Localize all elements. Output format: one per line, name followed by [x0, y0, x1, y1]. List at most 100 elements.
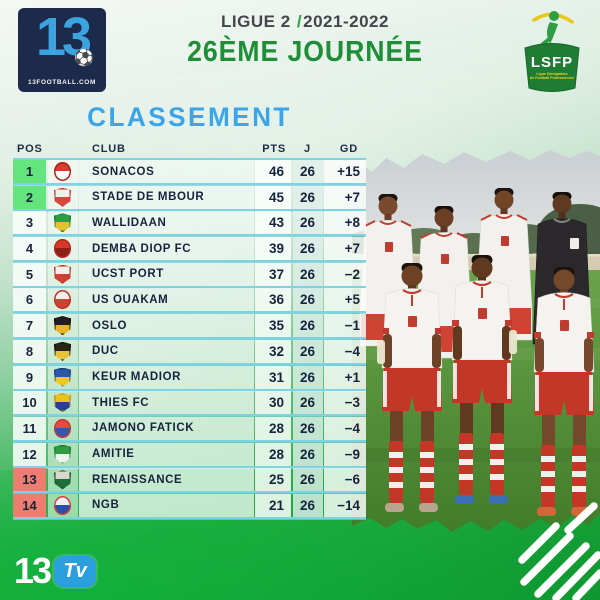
standings-title: CLASSEMENT: [87, 102, 292, 132]
table-row: 14 NGB 21 26 −14: [13, 493, 366, 517]
played-cell: 26: [292, 442, 323, 466]
league-season-line: LIGUE 2 /2021-2022: [120, 12, 490, 32]
col-header-club: CLUB: [92, 142, 126, 155]
rank-cell: 1: [13, 160, 46, 183]
crest-cell: [47, 493, 78, 517]
points-cell: 45: [255, 185, 291, 209]
points-cell: 25: [255, 468, 291, 492]
played-cell: 26: [292, 185, 323, 209]
played-cell: 26: [292, 339, 323, 363]
table-row: 13 RENAISSANCE 25 26 −6: [13, 468, 366, 492]
crest-cell: [47, 416, 78, 440]
table-row: 8 DUC 32 26 −4: [13, 339, 366, 363]
club-name-cell: THIES FC: [79, 391, 254, 415]
goal-diff-cell: −2: [324, 262, 366, 286]
points-cell: 32: [255, 339, 291, 363]
crest-cell: [47, 160, 78, 183]
points-cell: 36: [255, 288, 291, 312]
points-cell: 39: [255, 237, 291, 261]
goal-diff-cell: +15: [324, 160, 366, 183]
club-name-cell: WALLIDAAN: [79, 211, 254, 235]
player-front-3: [533, 267, 595, 516]
table-row: 3 WALLIDAAN 43 26 +8: [13, 211, 366, 235]
club-crest-icon: [54, 290, 71, 310]
table-row: 1 SONACOS 46 26 +15: [13, 160, 366, 183]
goal-diff-cell: +5: [324, 288, 366, 312]
col-header-j: J: [304, 142, 311, 155]
points-cell: 30: [255, 391, 291, 415]
points-cell: 35: [255, 314, 291, 338]
marker-stripes-decoration: [518, 502, 600, 600]
club-name-cell: DEMBA DIOP FC: [79, 237, 254, 261]
club-name-cell: US OUAKAM: [79, 288, 254, 312]
lsfp-abbr: LSFP: [530, 54, 574, 71]
table-body: 1 SONACOS 46 26 +15 2 STADE DE MBOUR 45 …: [13, 158, 366, 517]
logo-site-url: 13FOOTBALL.COM: [28, 79, 96, 86]
crest-cell: [47, 288, 78, 312]
table-row: 4 DEMBA DIOP FC 39 26 +7: [13, 237, 366, 261]
club-crest-icon: [54, 470, 71, 490]
played-cell: 26: [292, 468, 323, 492]
club-name-cell: NGB: [79, 493, 254, 517]
club-crest-icon: [54, 367, 71, 387]
lsfp-logo-graphic: [524, 11, 580, 92]
col-header-pos: POS: [17, 142, 43, 155]
goal-diff-cell: +1: [324, 365, 366, 389]
table-row: 10 THIES FC 30 26 −3: [13, 391, 366, 415]
goal-diff-cell: −6: [324, 468, 366, 492]
season: 2021-2022: [303, 12, 389, 31]
points-cell: 43: [255, 211, 291, 235]
separator-slash: /: [296, 12, 303, 31]
crest-cell: [47, 365, 78, 389]
tv-badge: Tv: [54, 555, 97, 587]
crest-cell: [47, 262, 78, 286]
header-titles: LIGUE 2 /2021-2022 26ÈME JOURNÉE: [120, 12, 490, 69]
rank-cell: 4: [13, 237, 46, 261]
crest-cell: [47, 211, 78, 235]
rank-cell: 2: [13, 185, 46, 209]
13football-logo: 13 ⚽ 13FOOTBALL.COM: [18, 7, 106, 92]
club-name-cell: AMITIE: [79, 442, 254, 466]
club-name-cell: KEUR MADIOR: [79, 365, 254, 389]
club-crest-icon: [54, 239, 71, 259]
team-photo: [352, 148, 600, 548]
logo-number: 13: [35, 7, 92, 67]
club-crest-icon: [54, 264, 71, 284]
goal-diff-cell: +7: [324, 237, 366, 261]
club-name-cell: SONACOS: [79, 160, 254, 183]
team-photo-graphic: [352, 150, 600, 532]
table-row: 2 STADE DE MBOUR 45 26 +7: [13, 185, 366, 209]
crest-cell: [47, 391, 78, 415]
table-header-row: POS CLUB PTS J GD: [13, 139, 366, 158]
table-row: 7 OSLO 35 26 −1: [13, 314, 366, 338]
tv-number: 13: [14, 550, 52, 591]
goal-diff-cell: −9: [324, 442, 366, 466]
club-name-cell: JAMONO FATICK: [79, 416, 254, 440]
lsfp-logo: LSFP Ligue Sénégalaise de Football Profes…: [520, 6, 584, 94]
standings-table: POS CLUB PTS J GD 1 SONACOS 46 26 +15 2 …: [13, 139, 366, 520]
rank-cell: 12: [13, 442, 46, 466]
rank-cell: 14: [13, 493, 46, 517]
rank-cell: 10: [13, 391, 46, 415]
crest-cell: [47, 237, 78, 261]
rank-cell: 8: [13, 339, 46, 363]
club-crest-icon: [54, 187, 71, 207]
played-cell: 26: [292, 314, 323, 338]
col-header-pts: PTS: [262, 142, 286, 155]
club-name-cell: STADE DE MBOUR: [79, 185, 254, 209]
table-row: 11 JAMONO FATICK 28 26 −4: [13, 416, 366, 440]
crest-cell: [47, 442, 78, 466]
player-front-2: [451, 255, 517, 504]
crest-cell: [47, 339, 78, 363]
table-row: 6 US OUAKAM 36 26 +5: [13, 288, 366, 312]
club-crest-icon: [54, 316, 71, 336]
club-name-cell: DUC: [79, 339, 254, 363]
played-cell: 26: [292, 237, 323, 261]
points-cell: 31: [255, 365, 291, 389]
played-cell: 26: [292, 493, 323, 517]
goal-diff-cell: −4: [324, 339, 366, 363]
goal-diff-cell: −3: [324, 391, 366, 415]
played-cell: 26: [292, 262, 323, 286]
club-crest-icon: [54, 418, 71, 438]
club-name-cell: RENAISSANCE: [79, 468, 254, 492]
